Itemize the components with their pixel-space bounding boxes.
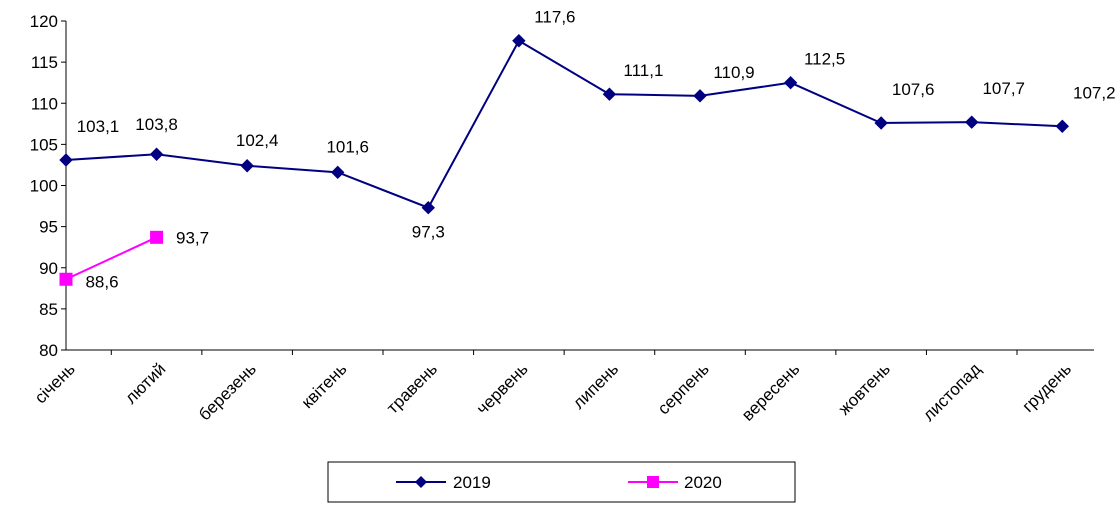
x-tick-label: січень (31, 359, 79, 407)
legend-label-2019: 2019 (453, 473, 491, 492)
data-label-2019-4: 97,3 (412, 223, 445, 242)
x-tick-label: серпень (654, 359, 713, 418)
marker-2019-5 (512, 34, 526, 48)
legend: 2019 2020 (327, 461, 796, 503)
marker-2019-7 (693, 89, 707, 103)
marker-2019-1 (149, 147, 164, 161)
x-tick-label: вересень (738, 359, 803, 424)
x-tick-label: лютий (121, 359, 169, 407)
marker-2019-6 (602, 87, 617, 101)
axes: 80 85 90 95 100 105 110 115 120 січень лютий березе… (30, 12, 1094, 425)
y-tick-label: 95 (39, 218, 58, 237)
x-tick-label: квітень (298, 359, 351, 412)
legend-marker-2020 (647, 476, 659, 488)
x-tick-label: травень (383, 359, 441, 417)
y-tick-label: 120 (30, 12, 58, 31)
marker-2019-4 (421, 201, 435, 215)
x-tick-label: липень (569, 359, 622, 412)
data-label-2020-1: 93,7 (176, 228, 209, 247)
series-layer (59, 34, 1070, 286)
data-label-2020-0: 88,6 (85, 272, 118, 291)
y-tick-label: 105 (30, 135, 58, 154)
marker-2019-9 (874, 116, 888, 130)
legend-label-2020: 2020 (684, 473, 722, 492)
x-tick-label: грудень (1019, 359, 1076, 416)
data-label-2019-2: 102,4 (236, 131, 279, 150)
data-label-2019-1: 103,8 (135, 115, 178, 134)
marker-2020-1 (150, 230, 164, 244)
data-label-2019-11: 107,2 (1073, 83, 1115, 102)
y-tick-label: 115 (31, 53, 58, 72)
x-tick-label: жовтень (835, 359, 894, 418)
series-line-2019 (65, 39, 1063, 209)
legend-marker-2019 (415, 476, 427, 488)
data-label-2019-5: 117,6 (534, 8, 575, 27)
marker-2019-8 (783, 75, 798, 90)
data-label-2019-7: 110,9 (713, 63, 754, 82)
y-tick-label: 90 (39, 259, 58, 278)
marker-2019-11 (1055, 119, 1070, 133)
series-line-2020 (65, 236, 157, 281)
y-tick-label: 80 (39, 341, 58, 360)
marker-2019-2 (240, 159, 254, 173)
y-tick-label: 110 (31, 94, 58, 113)
x-tick-label: червень (473, 359, 532, 418)
marker-2019-0 (59, 153, 73, 167)
data-label-2019-9: 107,6 (892, 80, 935, 99)
data-label-2019-0: 103,1 (77, 117, 120, 136)
data-label-2019-8: 112,5 (804, 50, 845, 69)
y-tick-label: 100 (30, 177, 58, 196)
x-tick-label: березень (195, 359, 260, 424)
y-tick-label: 85 (39, 300, 58, 319)
marker-2019-10 (965, 115, 979, 129)
data-label-2019-10: 107,7 (982, 79, 1025, 98)
data-label-2019-3: 101,6 (326, 137, 369, 156)
marker-2020-0 (59, 272, 73, 286)
x-tick-label: листопад (919, 359, 984, 424)
data-labels-layer: 103,1 103,8 102,4 101,6 97,3 117,6 111,1 110,9 1… (77, 8, 1115, 292)
data-label-2019-6: 111,1 (623, 61, 663, 80)
marker-2019-3 (331, 165, 345, 180)
